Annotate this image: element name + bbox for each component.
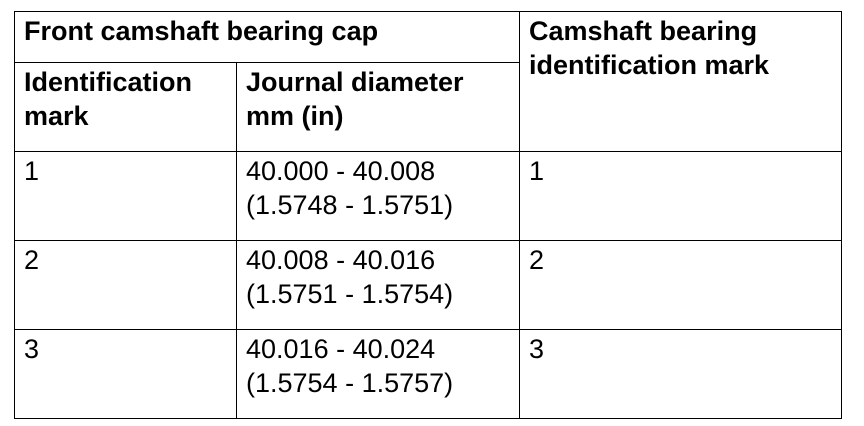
header-mark-line-1: Identification: [24, 67, 192, 97]
header-front-camshaft-bearing-cap: Front camshaft bearing cap: [13, 11, 521, 63]
header-diameter-line-1: Journal diameter: [246, 67, 464, 97]
cell-bearing-mark: 3: [519, 329, 843, 419]
camshaft-bearing-table: Front camshaft bearing cap Camshaft bear…: [13, 11, 843, 419]
table-row: 2 40.008 - 40.016 (1.5751 - 1.5754) 2: [14, 240, 843, 330]
cell-mark: 3: [14, 329, 237, 419]
header-journal-diameter: Journal diameter mm (in): [235, 62, 521, 152]
header-bearing-mark-line-1: Camshaft bearing: [529, 16, 758, 46]
diameter-in: (1.5754 - 1.5757): [246, 368, 454, 398]
diameter-in: (1.5751 - 1.5754): [246, 279, 454, 309]
table-row: 1 40.000 - 40.008 (1.5748 - 1.5751) 1: [14, 151, 843, 241]
header-mark-line-2: mark: [24, 101, 89, 131]
diameter-mm: 40.000 - 40.008: [246, 156, 436, 186]
cell-bearing-mark: 1: [519, 151, 843, 241]
diameter-mm: 40.008 - 40.016: [246, 245, 436, 275]
cell-mark: 1: [14, 151, 237, 241]
cell-bearing-mark: 2: [519, 240, 843, 330]
header-identification-mark: Identification mark: [14, 62, 237, 152]
header-row-group: Front camshaft bearing cap Camshaft bear…: [13, 11, 843, 152]
diameter-mm: 40.016 - 40.024: [246, 334, 436, 364]
diameter-in: (1.5748 - 1.5751): [246, 190, 454, 220]
cell-journal-diameter: 40.008 - 40.016 (1.5751 - 1.5754): [235, 240, 521, 330]
table-row: 3 40.016 - 40.024 (1.5754 - 1.5757) 3: [14, 329, 843, 419]
header-diameter-line-2: mm (in): [246, 101, 344, 131]
cell-mark: 2: [14, 240, 237, 330]
cell-journal-diameter: 40.000 - 40.008 (1.5748 - 1.5751): [235, 151, 521, 241]
header-camshaft-bearing-identification-mark: Camshaft bearing identification mark: [519, 11, 843, 152]
header-bearing-mark-line-2: identification mark: [529, 50, 770, 80]
cell-journal-diameter: 40.016 - 40.024 (1.5754 - 1.5757): [235, 329, 521, 419]
